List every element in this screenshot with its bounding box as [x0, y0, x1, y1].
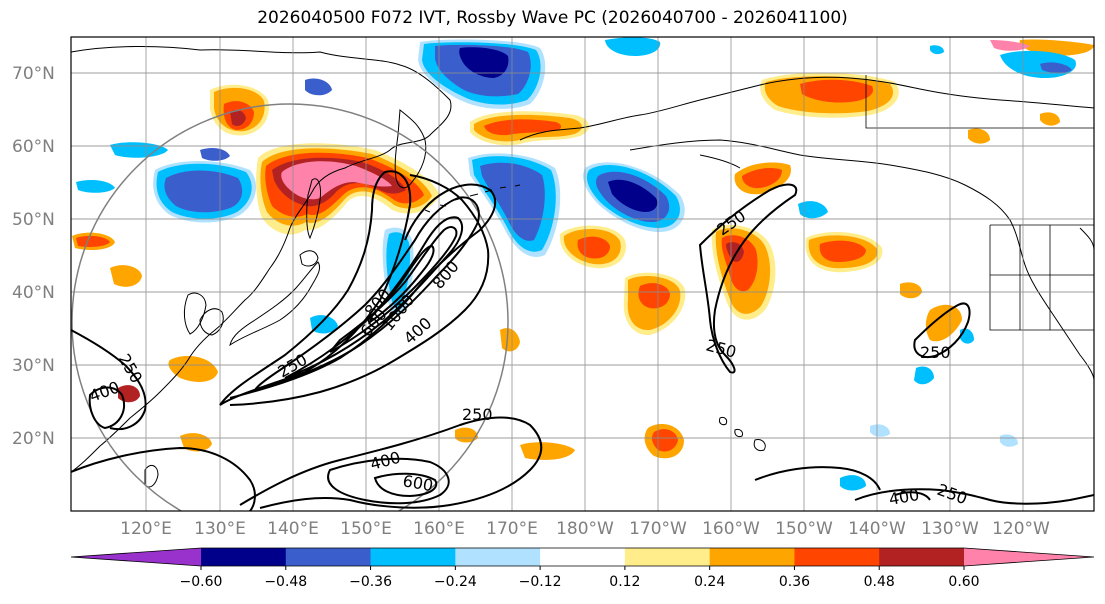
lon-label: 130°W [921, 519, 979, 539]
contour-250-main [219, 170, 412, 406]
lon-label: 130°E [194, 519, 246, 539]
lon-label: 150°E [340, 519, 392, 539]
lon-label: 140°E [267, 519, 319, 539]
lat-label: 70°N [12, 64, 55, 84]
lat-label: 60°N [12, 137, 55, 157]
colorbar-tick-label: −0.36 [349, 574, 392, 590]
graticule [71, 37, 1094, 511]
colorbar-tick-label: 0.48 [864, 574, 895, 590]
colorbar-segment [879, 548, 965, 566]
colorbar-tick-label: −0.24 [434, 574, 477, 590]
ivt-contours [71, 170, 1094, 511]
lat-label: 50°N [12, 210, 55, 230]
radius-circle [71, 103, 509, 511]
colorbar-tick-label: −0.48 [264, 574, 307, 590]
lat-label: 40°N [12, 283, 55, 303]
colorbar-tick-label: 0.24 [694, 574, 725, 590]
longitude-labels: 120°E 130°E 140°E 150°E 160°E 170°E 180°… [120, 519, 1050, 539]
colorbar-tick-label: −0.12 [519, 574, 562, 590]
colorbar-extend-high [964, 548, 1094, 566]
lon-label: 140°W [848, 519, 906, 539]
colorbar-tick-label: 0.12 [609, 574, 640, 590]
lat-label: 30°N [12, 356, 55, 376]
lon-label: 120°E [120, 519, 172, 539]
contour-label: 250 [920, 343, 951, 362]
colorbar-segment [624, 548, 711, 566]
colorbar-segment [455, 548, 541, 566]
colorbar-tick-label: −0.60 [180, 574, 223, 590]
map-frame [70, 36, 1095, 512]
lon-label: 180°W [556, 519, 614, 539]
lon-label: 120°W [992, 519, 1050, 539]
lon-label: 160°W [702, 519, 760, 539]
negative-anomaly-patches [76, 37, 1076, 491]
lon-label: 170°E [486, 519, 538, 539]
contour-label: 250 [462, 405, 493, 424]
colorbar-extend-low [71, 548, 201, 566]
borders [865, 75, 1094, 331]
lon-label: 160°E [413, 519, 465, 539]
lat-label: 20°N [12, 429, 55, 449]
map-title: 2026040500 F072 IVT, Rossby Wave PC (202… [257, 8, 848, 28]
map-layers: 250 400 600 800 1000 800 400 250 250 400… [71, 37, 1094, 511]
latitude-labels: 70°N 60°N 50°N 40°N 30°N 20°N [12, 64, 55, 449]
colorbar-segment [709, 548, 795, 566]
lon-label: 150°W [775, 519, 833, 539]
colorbar-segment [540, 548, 626, 566]
colorbar-tick-label: 0.36 [779, 574, 810, 590]
lon-label: 170°W [629, 519, 687, 539]
colorbar-tick-label: 0.60 [948, 574, 979, 590]
colorbar-segment [201, 548, 287, 566]
colorbar-segment [285, 548, 372, 566]
colorbar-segment [794, 548, 880, 566]
colorbar: −0.60 −0.48 −0.36 −0.24 −0.12 0.12 0.24 0.36 0.4… [70, 547, 1095, 590]
colorbar-segment [370, 548, 456, 566]
